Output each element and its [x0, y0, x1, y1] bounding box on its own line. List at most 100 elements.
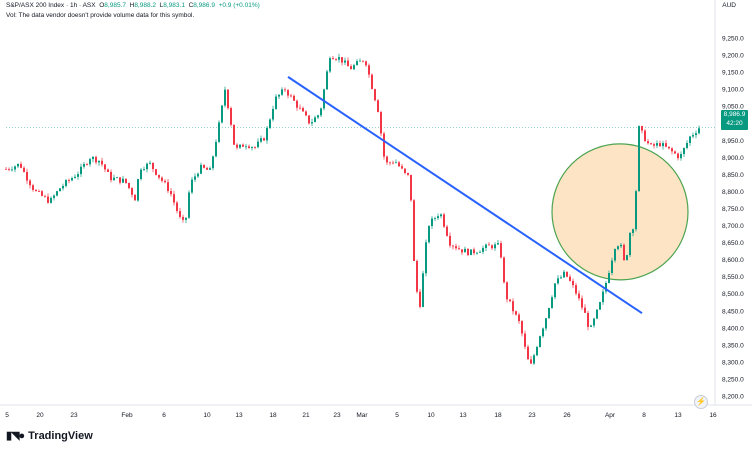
candle-body [149, 163, 151, 164]
candle-body [296, 101, 298, 108]
candle-body [302, 108, 304, 111]
candle-body [545, 318, 547, 328]
candle-body [401, 166, 403, 168]
candle-body [509, 299, 511, 301]
candle-body [374, 89, 376, 100]
candle-body [284, 89, 286, 90]
candle-body [47, 197, 49, 203]
candle-body [359, 61, 361, 62]
candle-body [542, 328, 544, 336]
candle-body [614, 249, 616, 260]
x-tick-label: 23 [70, 412, 78, 419]
y-tick-label: 8,250.0 [722, 376, 744, 383]
candle-body [395, 162, 397, 163]
candle-body [140, 170, 142, 179]
candle-body [644, 131, 646, 142]
volume-note: Vol: The data vendor doesn't provide vol… [6, 12, 194, 19]
candle-body [260, 138, 262, 141]
candle-body [62, 186, 64, 188]
candle-body [116, 177, 118, 178]
candle-body [347, 61, 349, 67]
candle-body [488, 245, 490, 246]
candle-body [440, 214, 442, 216]
candle-body [668, 147, 670, 149]
candle-body [326, 71, 328, 89]
candle-body [653, 144, 655, 145]
candle-body [443, 214, 445, 226]
y-tick-label: 8,500.0 [722, 291, 744, 298]
candle-body [383, 134, 385, 157]
candle-body [233, 125, 235, 145]
candle-body [551, 297, 553, 308]
candle-body [473, 249, 475, 253]
y-tick-label: 9,250.0 [722, 36, 744, 43]
candle-body [566, 272, 568, 277]
candle-body [611, 261, 613, 274]
candle-body [95, 157, 97, 163]
x-tick-label: 18 [494, 412, 502, 419]
candle-body [11, 169, 13, 170]
candle-body [230, 108, 232, 125]
symbol-name[interactable]: S&P/ASX 200 Index · 1h · ASX [6, 2, 96, 9]
candle-body [242, 145, 244, 147]
candle-body [128, 183, 130, 188]
candle-body [56, 191, 58, 195]
candle-body [80, 167, 82, 174]
currency-label[interactable]: AUD [722, 2, 736, 9]
x-tick-label: 20 [36, 412, 44, 419]
candle-body [581, 298, 583, 307]
candle-body [617, 246, 619, 249]
candle-body [314, 117, 316, 122]
y-tick-label: 8,400.0 [722, 325, 744, 332]
close-value: 8,986.9 [193, 2, 215, 9]
candle-body [362, 61, 364, 62]
candle-body [320, 108, 322, 115]
candle-body [8, 169, 10, 170]
y-tick-label: 9,200.0 [722, 53, 744, 60]
candle-body [122, 179, 124, 183]
candle-body [200, 165, 202, 174]
candle-body [146, 164, 148, 170]
low-value: 8,983.1 [163, 2, 185, 9]
candle-body [17, 164, 19, 167]
candle-body [176, 203, 178, 211]
x-tick-label: 8 [642, 412, 646, 419]
y-tick-label: 8,850.0 [722, 172, 744, 179]
highlight-circle[interactable] [552, 144, 688, 280]
candle-body [413, 200, 415, 261]
candle-body [335, 59, 337, 60]
candle-body [323, 89, 325, 108]
x-tick-label: 5 [5, 412, 9, 419]
candle-body [71, 178, 73, 180]
candle-body [245, 146, 247, 147]
candle-body [155, 169, 157, 175]
candle-body [557, 278, 559, 283]
candle-body [377, 100, 379, 112]
candle-body [452, 246, 454, 247]
y-tick-label: 8,800.0 [722, 189, 744, 196]
candle-body [422, 273, 424, 307]
y-tick-label: 8,200.0 [722, 394, 744, 401]
candle-body [506, 282, 508, 299]
y-tick-label: 8,650.0 [722, 240, 744, 247]
candle-body [494, 244, 496, 248]
candle-body [662, 143, 664, 146]
lightning-icon[interactable]: ⚡ [694, 395, 708, 409]
candle-body [686, 143, 688, 148]
candle-body [131, 188, 133, 195]
candle-body [527, 347, 529, 360]
candle-body [695, 133, 697, 135]
candle-body [29, 181, 31, 186]
candle-body [521, 321, 523, 333]
tradingview-logo[interactable]: ▮◥● TradingView [6, 429, 93, 442]
candle-body [458, 248, 460, 249]
tradingview-logo-icon: ▮◥● [6, 429, 24, 442]
candle-body [449, 236, 451, 246]
candle-body [161, 178, 163, 181]
candle-body [5, 169, 7, 170]
candle-body [77, 174, 79, 177]
candle-body [572, 281, 574, 285]
candle-body [593, 319, 595, 326]
x-tick-label: 18 [269, 412, 277, 419]
